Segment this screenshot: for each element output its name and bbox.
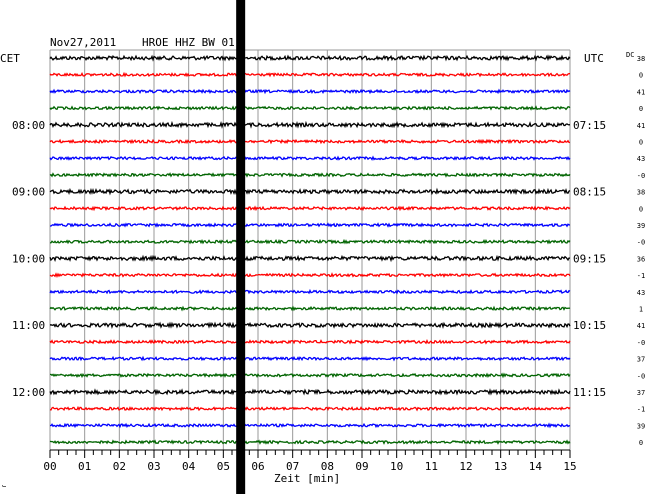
- trace-line: [49, 187, 571, 196]
- x-tick-label: 04: [182, 460, 196, 473]
- x-tick-label: 12: [459, 460, 472, 473]
- trace-line: [49, 355, 571, 362]
- trace-line: [49, 388, 571, 396]
- dc-value: 36: [637, 255, 645, 263]
- x-tick-label: 13: [494, 460, 507, 473]
- dc-value: 0: [639, 205, 643, 213]
- trace-line: [49, 405, 571, 412]
- dc-value: 41: [637, 322, 645, 330]
- x-tick-label: 03: [147, 460, 160, 473]
- corner-mark: ⌙: [2, 482, 6, 490]
- x-tick-label: 08: [321, 460, 334, 473]
- trace-line: [49, 254, 571, 263]
- dc-values: 38 0 41 0 41 0 43 -0 38 0 39 -0 36 -1 43 1 41 -0 37 -0 37 -1 3…: [637, 55, 645, 447]
- left-hour-label: 12:00: [12, 386, 45, 399]
- dc-value: 38: [637, 55, 645, 63]
- dc-label: DC: [626, 51, 634, 59]
- dc-value: 41: [637, 122, 645, 130]
- right-hour-label: 07:15: [573, 119, 606, 132]
- trace-line: [49, 422, 571, 429]
- trace-line: [49, 88, 571, 95]
- dc-value: 39: [637, 222, 645, 230]
- x-tick-label: 10: [390, 460, 403, 473]
- x-tick-label: 05: [217, 460, 230, 473]
- dc-value: -1: [637, 272, 645, 280]
- trace-line: [49, 338, 571, 345]
- x-tick-label: 02: [113, 460, 126, 473]
- trace-line: [49, 105, 571, 111]
- right-hour-label: 11:15: [573, 386, 606, 399]
- traces: [49, 54, 571, 445]
- x-tick-label: 11: [425, 460, 438, 473]
- trace-line: [49, 439, 571, 445]
- trace-line: [49, 372, 571, 379]
- right-hour-label: 10:15: [573, 319, 606, 332]
- left-hour-label: 08:00: [12, 119, 45, 132]
- event-bar: [236, 0, 246, 494]
- dc-value: 41: [637, 88, 645, 96]
- x-tick-label: 07: [286, 460, 299, 473]
- trace-line: [49, 172, 571, 178]
- left-timezone: CET: [0, 52, 20, 65]
- dc-value: 37: [637, 356, 645, 364]
- trace-line: [49, 155, 571, 161]
- left-hour-label: 11:00: [12, 319, 45, 332]
- dc-value: 37: [637, 389, 645, 397]
- left-time-labels: 08:00 09:00 10:00 11:00 12:00: [12, 119, 45, 399]
- dc-value: -0: [637, 239, 645, 247]
- left-hour-label: 09:00: [12, 186, 45, 199]
- dc-value: 0: [639, 105, 643, 113]
- x-tick-label: 14: [529, 460, 543, 473]
- trace-line: [49, 222, 571, 228]
- right-hour-label: 08:15: [573, 186, 606, 199]
- trace-line: [49, 54, 571, 62]
- dc-value: -0: [637, 172, 645, 180]
- dc-value: 38: [637, 189, 645, 197]
- dc-value: 43: [637, 155, 645, 163]
- dc-value: 0: [639, 72, 643, 80]
- dc-value: 0: [639, 139, 643, 147]
- trace-line: [49, 288, 571, 295]
- trace-line: [49, 272, 571, 278]
- x-tick-label: 01: [78, 460, 91, 473]
- trace-line: [49, 71, 571, 78]
- trace-line: [49, 205, 571, 212]
- trace-line: [49, 238, 571, 245]
- date-label: Nov27,2011: [50, 36, 116, 49]
- dc-value: 1: [639, 306, 643, 314]
- station-label: HROE HHZ BW 01: [142, 36, 235, 49]
- dc-value: -1: [637, 406, 645, 414]
- trace-line: [49, 120, 571, 129]
- x-tick-label: 06: [251, 460, 264, 473]
- x-axis: 00 01 02 03 04 05 06 07 08 09 10 11 12 13 14 15: [43, 450, 577, 473]
- dc-value: 0: [639, 439, 643, 447]
- x-tick-label: 15: [563, 460, 576, 473]
- trace-line: [49, 305, 571, 312]
- dc-value: -0: [637, 372, 645, 380]
- left-hour-label: 10:00: [12, 252, 45, 265]
- trace-line: [49, 138, 571, 145]
- x-tick-label: 00: [43, 460, 56, 473]
- dc-value: 43: [637, 289, 645, 297]
- right-hour-label: 09:15: [573, 252, 606, 265]
- right-timezone: UTC: [584, 52, 604, 65]
- trace-line: [49, 321, 571, 330]
- right-time-labels: 07:15 08:15 09:15 10:15 11:15: [573, 119, 606, 399]
- x-axis-label: Zeit [min]: [274, 472, 340, 485]
- dc-value: 39: [637, 422, 645, 430]
- dc-value: -0: [637, 339, 645, 347]
- x-tick-label: 09: [355, 460, 368, 473]
